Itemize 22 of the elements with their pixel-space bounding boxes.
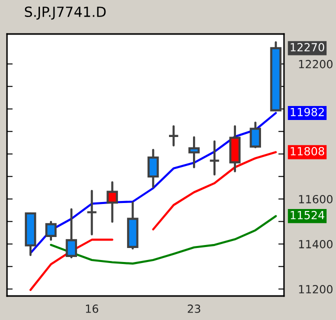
- text: 12270: [290, 43, 324, 52]
- text: 11524: [290, 210, 324, 220]
- candlestick: [168, 125, 180, 146]
- chart-title: S.JP.J7741.D: [24, 6, 106, 20]
- y-tick-label: 12200: [299, 60, 332, 68]
- candlestick: [250, 122, 262, 148]
- x-tick-label: 16: [86, 304, 98, 313]
- text: 11982: [290, 108, 324, 116]
- candlestick: [106, 181, 118, 223]
- line-series: [50, 215, 277, 265]
- y-tick-label: 11400: [299, 240, 332, 248]
- y-tick-label: 11200: [299, 284, 332, 294]
- candlestick: [45, 220, 57, 241]
- line-series: [29, 112, 277, 254]
- y-tick-label: 11600: [299, 194, 332, 204]
- candlestick: [86, 190, 98, 236]
- candlestick: [66, 208, 78, 258]
- candlestick: [188, 136, 200, 168]
- text: 11808: [290, 146, 324, 156]
- candlestick: [208, 140, 220, 176]
- x-tick-label: 23: [188, 304, 200, 313]
- candlestick: [148, 148, 159, 188]
